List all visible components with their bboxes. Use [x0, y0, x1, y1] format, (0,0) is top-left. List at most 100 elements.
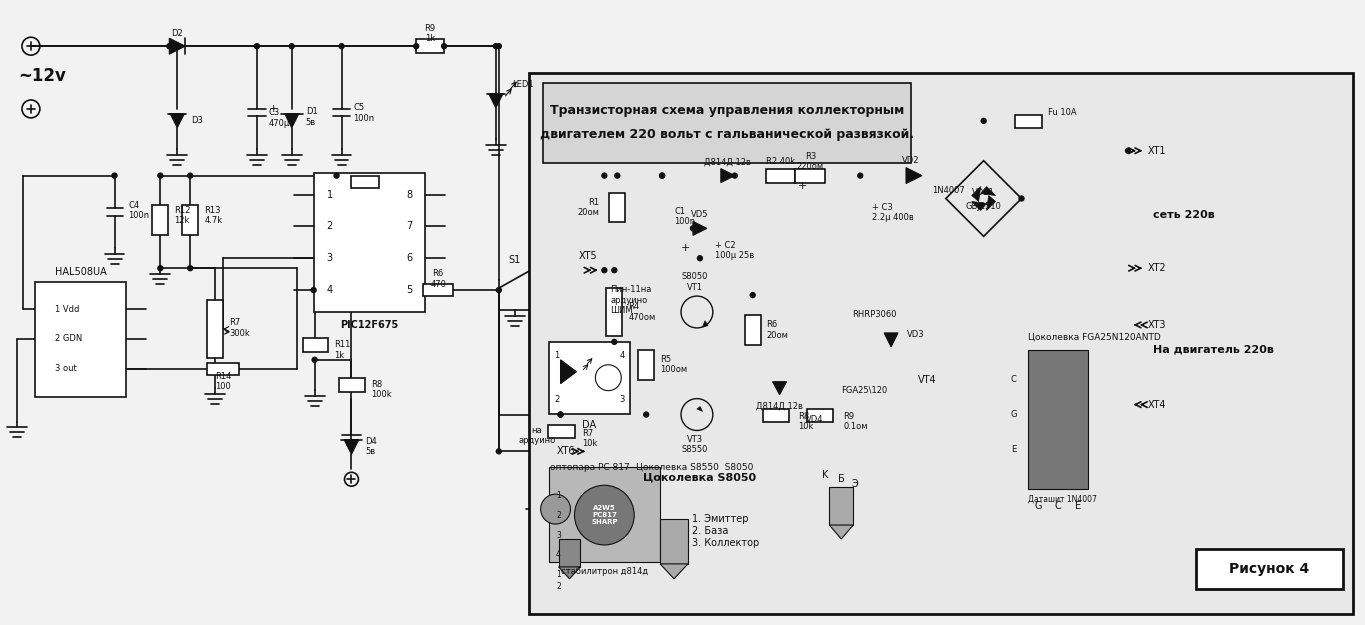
Circle shape [167, 44, 172, 49]
Text: 1: 1 [326, 189, 333, 199]
Text: R11
1k: R11 1k [334, 340, 351, 359]
Polygon shape [703, 321, 708, 327]
Text: 2: 2 [326, 221, 333, 231]
Text: На двигатель 220в: На двигатель 220в [1153, 345, 1274, 355]
Text: R4
470ом: R4 470ом [628, 302, 655, 322]
Text: ~12v: ~12v [18, 67, 66, 85]
Text: C1
100n: C1 100n [674, 207, 695, 226]
Text: на
ардуино: на ардуино [519, 426, 556, 445]
Text: C4: C4 [128, 201, 139, 210]
Text: LED1: LED1 [512, 79, 534, 89]
Bar [745, 315, 760, 345]
Bar [763, 409, 789, 421]
Text: 6: 6 [407, 253, 412, 263]
Circle shape [493, 44, 498, 49]
Text: 1: 1 [556, 491, 561, 499]
Circle shape [857, 173, 863, 178]
Text: R6
470: R6 470 [430, 269, 446, 289]
Text: 4: 4 [326, 285, 333, 295]
Bar [1196, 549, 1343, 589]
Text: Цоколевка S8550  S8050: Цоколевка S8550 S8050 [636, 462, 753, 472]
Circle shape [558, 412, 562, 417]
Text: FGA25\120: FGA25\120 [841, 385, 887, 394]
Bar [207, 300, 222, 358]
Text: Б: Б [838, 474, 845, 484]
Polygon shape [830, 525, 853, 539]
Bar [549, 468, 661, 562]
Text: G: G [1010, 410, 1017, 419]
Text: оптопара PC 817: оптопара PC 817 [550, 462, 629, 472]
Polygon shape [558, 539, 580, 567]
Polygon shape [489, 94, 502, 108]
Text: R14
100: R14 100 [214, 372, 231, 391]
Polygon shape [561, 360, 576, 384]
Circle shape [612, 339, 617, 344]
Polygon shape [171, 114, 184, 128]
Text: R5
100ом: R5 100ом [661, 355, 687, 374]
Text: R2 40k: R2 40k [766, 157, 796, 166]
Text: 4: 4 [556, 551, 561, 559]
Text: 7: 7 [407, 221, 412, 231]
Text: 8: 8 [407, 189, 412, 199]
Circle shape [659, 173, 665, 178]
Text: R7
10k: R7 10k [583, 429, 598, 448]
Circle shape [497, 44, 501, 49]
Circle shape [414, 44, 419, 49]
Bar [351, 176, 379, 188]
Text: K: K [822, 470, 829, 480]
Text: VT3
S8550: VT3 S8550 [681, 435, 708, 454]
Text: A2W5
PC817
SHARP: A2W5 PC817 SHARP [591, 505, 617, 525]
Circle shape [1126, 148, 1130, 153]
Text: XT4: XT4 [1148, 399, 1167, 409]
Polygon shape [661, 519, 688, 564]
Text: VDS1: VDS1 [972, 188, 995, 197]
Text: DA: DA [583, 421, 597, 431]
Bar [153, 206, 168, 236]
Text: + C3
2.2µ 400в: + C3 2.2µ 400в [872, 202, 915, 222]
Text: XT6: XT6 [557, 446, 575, 456]
Text: HAL508UA: HAL508UA [55, 267, 106, 277]
Bar [423, 284, 453, 296]
Text: 1. Эмиттер
2. База
3. Коллектор: 1. Эмиттер 2. База 3. Коллектор [692, 514, 759, 548]
Text: +: + [269, 104, 278, 114]
Text: XT5: XT5 [579, 251, 598, 261]
Circle shape [612, 268, 617, 272]
Text: 2: 2 [554, 395, 560, 404]
Text: C5
100n: C5 100n [354, 103, 374, 122]
Text: +: + [797, 181, 807, 191]
Text: RHRP3060: RHRP3060 [852, 311, 897, 319]
Text: Транзисторная схема управления коллекторным: Транзисторная схема управления коллектор… [550, 104, 904, 118]
Circle shape [614, 173, 620, 178]
Text: R8
10k: R8 10k [799, 412, 814, 431]
Circle shape [698, 226, 703, 231]
Text: D3: D3 [191, 116, 203, 126]
Text: Э: Э [852, 479, 859, 489]
Text: 5: 5 [407, 285, 412, 295]
Text: S1: S1 [509, 255, 521, 265]
Text: +: + [680, 243, 689, 253]
Polygon shape [169, 38, 186, 54]
Text: D4
5в: D4 5в [366, 437, 377, 456]
Circle shape [1020, 196, 1024, 201]
Bar [314, 173, 425, 312]
Text: 1N4007: 1N4007 [932, 186, 965, 195]
Text: двигателем 220 вольт с гальванической развязкой.: двигателем 220 вольт с гальванической ра… [539, 128, 913, 141]
Text: Цоколевка S8050: Цоколевка S8050 [643, 472, 756, 482]
Polygon shape [980, 186, 995, 196]
Text: 2: 2 [556, 511, 561, 519]
Text: E: E [1076, 501, 1081, 511]
Text: R6
20ом: R6 20ом [767, 320, 789, 339]
Bar [35, 282, 127, 397]
Polygon shape [906, 168, 921, 184]
Circle shape [691, 226, 695, 231]
Text: 2 GDN: 2 GDN [55, 334, 82, 343]
Text: R7
300k: R7 300k [229, 318, 250, 338]
Text: Даташит 1N4007: Даташит 1N4007 [1028, 494, 1097, 504]
Polygon shape [972, 201, 987, 211]
Bar [609, 192, 625, 222]
Bar [547, 424, 576, 439]
Circle shape [188, 173, 192, 178]
Text: + C2
100µ 25в: + C2 100µ 25в [715, 241, 753, 260]
Text: Д814Д 12в: Д814Д 12в [704, 157, 751, 166]
Circle shape [334, 173, 339, 178]
